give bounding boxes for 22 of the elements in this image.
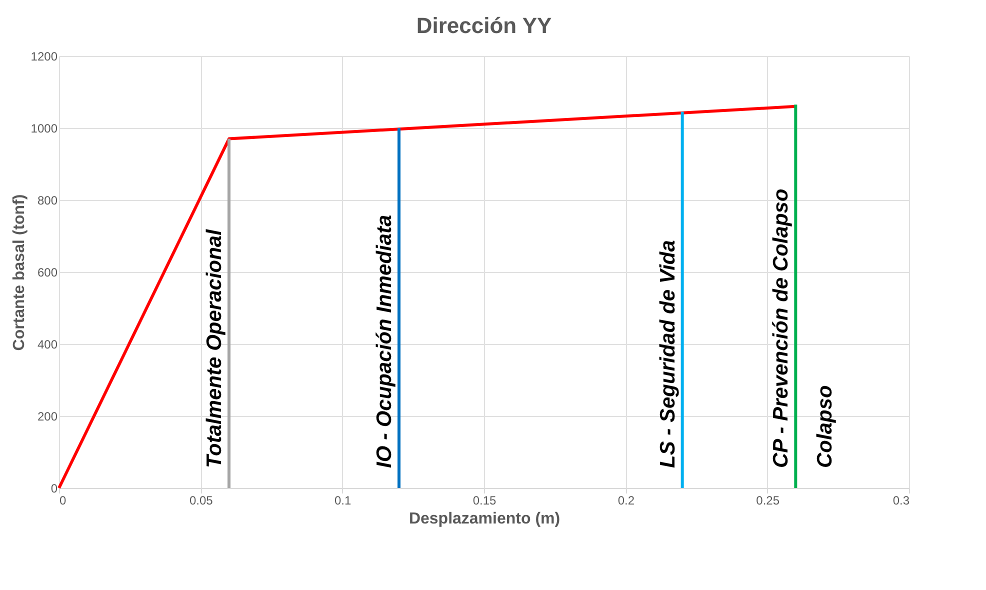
annotation: Colapso [814,384,837,468]
y-tick-label: 600 [37,266,58,280]
x-tick-label: 0.05 [189,494,214,508]
y-tick-label: 200 [37,410,58,424]
text: LS - Seguridad de Vida [656,240,680,468]
x-tick-label: 0.1 [334,494,352,508]
y-tick-label: 800 [37,194,58,208]
x-tick-label: 0.25 [756,494,780,508]
y-tick-label: 1200 [30,50,58,64]
chart-title: Dirección YY [416,13,552,38]
y-tick-label: 400 [37,338,58,352]
text: CP - Prevención de Colapso [770,188,793,468]
x-tick-label: 0 [60,494,66,508]
x-axis-title: Desplazamiento (m) [408,510,560,528]
y-tick-label: 1000 [30,122,58,136]
x-tick-label: 0.15 [472,494,496,508]
x-tick-label: 0.3 [892,494,910,508]
y-axis-title: Cortante basal (tonf) [10,194,28,351]
text: Totalmente Operacional [203,228,226,468]
y-tick-label: 0 [50,482,58,496]
x-tick-label: 0.2 [618,494,635,508]
text: IO - Ocupación Inmediata [373,214,396,468]
